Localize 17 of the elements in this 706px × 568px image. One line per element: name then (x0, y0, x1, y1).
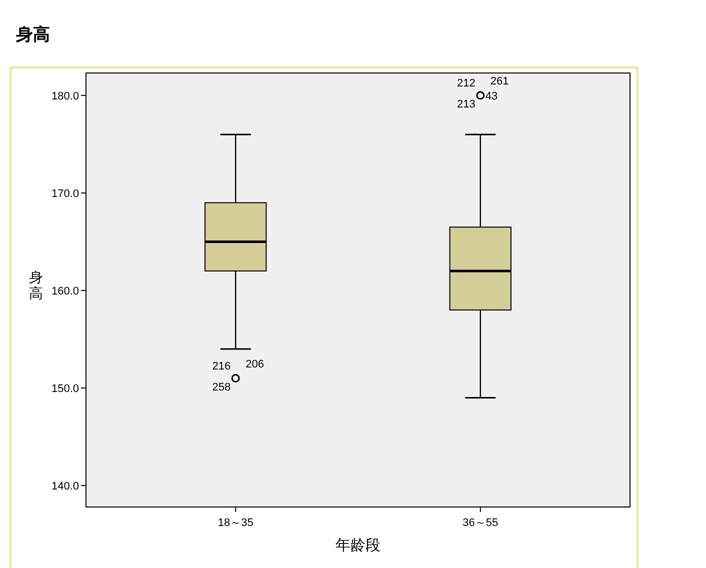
x-axis-title: 年龄段 (336, 537, 380, 554)
annotation: 43 (485, 90, 498, 102)
annotation: 216 (212, 360, 231, 372)
y-tick-label: 180.0 (51, 90, 79, 102)
annotation: 258 (212, 381, 231, 394)
annotation: 206 (246, 358, 264, 370)
annotation: 212 (457, 77, 476, 90)
y-axis-title: 身高 (29, 269, 43, 301)
y-tick-label: 170.0 (51, 188, 79, 200)
y-tick-label: 160.0 (51, 285, 79, 298)
y-tick-label: 140.0 (51, 480, 79, 493)
annotation: 213 (457, 98, 476, 110)
chart-title: 身高 (15, 25, 50, 44)
x-tick-label: 36～55 (462, 517, 498, 529)
y-tick-label: 150.0 (51, 383, 79, 396)
x-tick-label: 18～35 (218, 517, 254, 529)
annotation: 261 (490, 75, 509, 88)
